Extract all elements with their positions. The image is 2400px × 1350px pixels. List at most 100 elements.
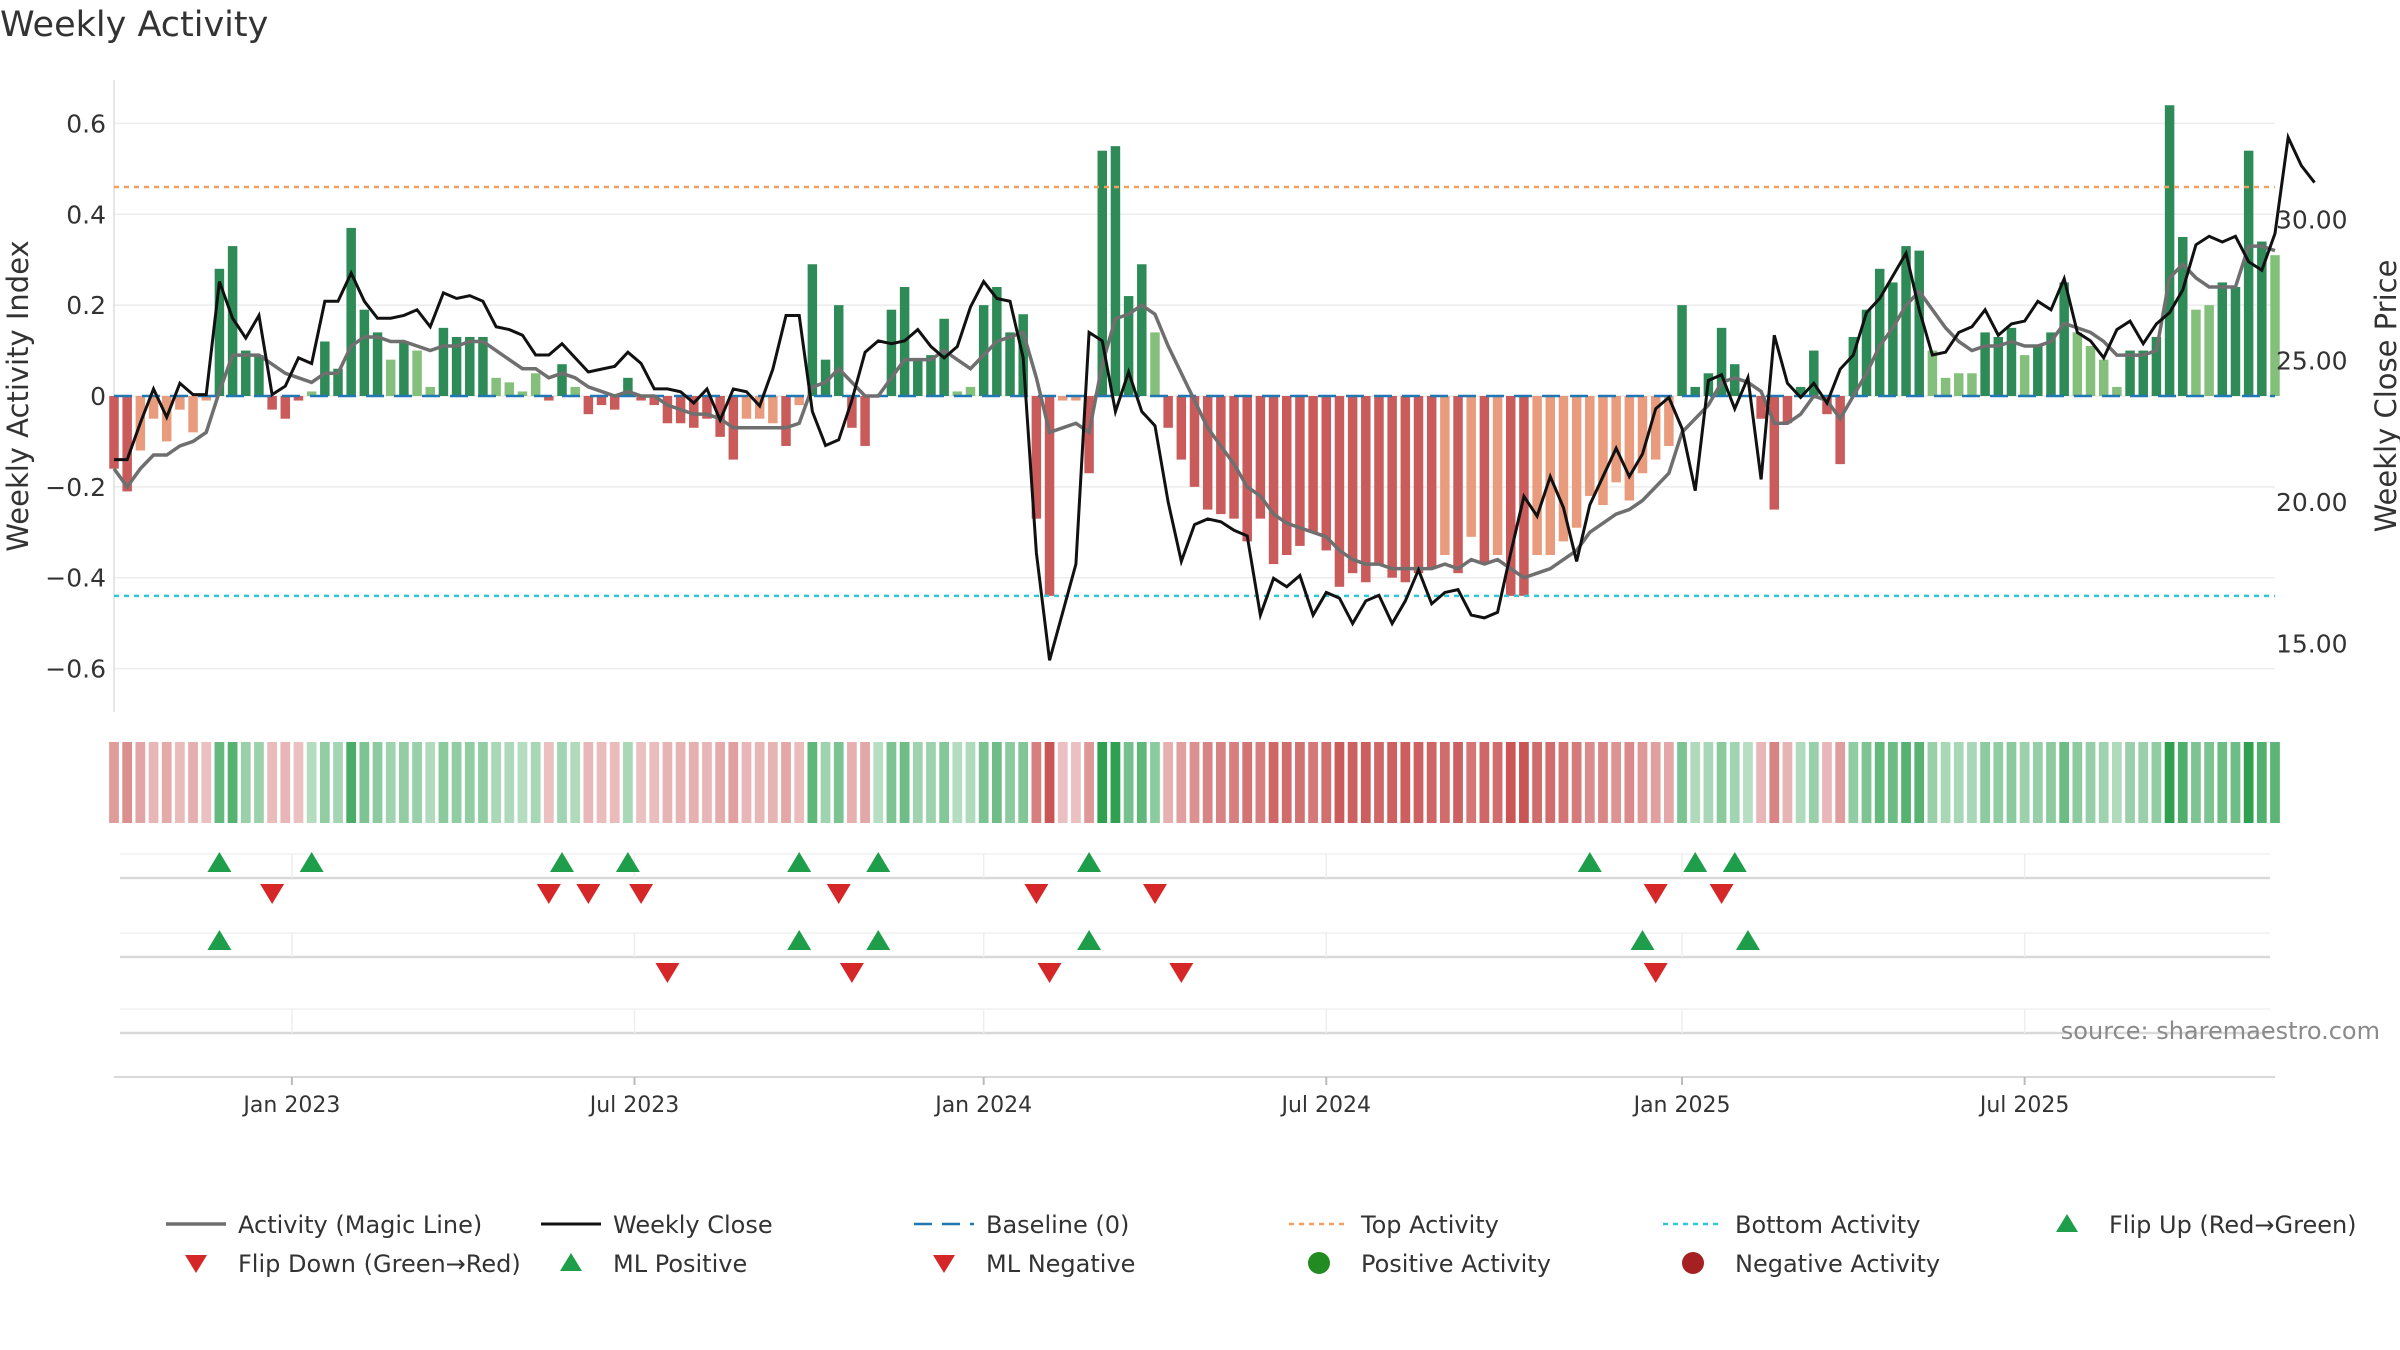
y-tick-label: −0.4 <box>45 564 106 593</box>
x-tick-label: Jan 2024 <box>933 1093 1032 1118</box>
heat-cell <box>425 742 436 823</box>
activity-bar <box>1730 364 1740 396</box>
heat-cell <box>1861 742 1872 823</box>
heat-cell <box>2177 742 2188 823</box>
signal-markers <box>120 852 2270 1035</box>
x-tick-label: Jul 2024 <box>1280 1093 1372 1118</box>
activity-bar <box>2059 282 2069 396</box>
activity-bar <box>465 336 475 396</box>
activity-bar <box>1123 296 1134 396</box>
activity-bar <box>570 386 580 396</box>
activity-bars <box>109 105 2280 596</box>
heat-cell <box>899 742 910 823</box>
heat-cell <box>583 742 594 823</box>
activity-bar <box>214 268 225 396</box>
heat-cell <box>1229 742 1239 823</box>
legend-label: ML Negative <box>986 1250 1135 1278</box>
activity-bar <box>820 359 831 396</box>
activity-bar <box>886 309 897 396</box>
legend-swatch <box>1682 1252 1704 1274</box>
legend-label: ML Positive <box>613 1250 747 1278</box>
legend-swatch <box>560 1253 582 1271</box>
activity-bar <box>1137 264 1147 396</box>
heat-cell <box>860 742 870 823</box>
activity-bar <box>768 396 778 424</box>
legend-label: Weekly Close <box>613 1211 773 1239</box>
heat-cell <box>1901 742 1911 823</box>
activity-bar <box>1585 396 1595 496</box>
heat-cell <box>2098 742 2109 823</box>
heat-cell <box>293 742 304 823</box>
activity-bar <box>1361 396 1371 583</box>
flip-down-marker <box>1142 884 1167 904</box>
heat-cell <box>254 742 264 823</box>
heat-cell <box>1426 742 1437 823</box>
heat-cell <box>636 742 646 823</box>
weekly-close-line <box>114 132 2316 661</box>
activity-bar <box>451 336 462 396</box>
ml-negative-marker <box>655 963 680 983</box>
heat-cell <box>2270 742 2280 823</box>
heat-cell <box>1953 742 1964 823</box>
y-tick-label: −0.2 <box>45 473 106 502</box>
flip-up-marker <box>1077 852 1102 872</box>
activity-bar <box>557 364 567 396</box>
activity-bar <box>1321 396 1332 551</box>
heat-cell <box>385 742 396 823</box>
heat-cell <box>1110 742 1121 823</box>
activity-bar <box>2085 346 2096 396</box>
heat-cell <box>2085 742 2096 823</box>
activity-bar <box>359 309 370 396</box>
activity-bar <box>122 396 132 492</box>
activity-bar <box>978 305 989 396</box>
y-tick-label: −0.6 <box>45 655 106 684</box>
heat-cell <box>1044 742 1055 823</box>
legend-item: Baseline (0) <box>914 1211 1129 1239</box>
heat-cell <box>1400 742 1411 823</box>
activity-bar <box>1479 396 1490 565</box>
activity-bar <box>438 327 449 396</box>
heat-cell <box>1519 742 1529 823</box>
activity-bar <box>1044 396 1055 596</box>
heat-cell <box>1690 742 1701 823</box>
flip-down-marker <box>260 884 285 904</box>
activity-bar <box>1927 350 1938 396</box>
heat-cell <box>728 742 739 823</box>
heat-cell <box>1281 742 1292 823</box>
ml-negative-marker <box>1037 963 1062 983</box>
heat-cell <box>2006 742 2017 823</box>
heat-cell <box>2243 742 2254 823</box>
heat-cell <box>1031 742 1042 823</box>
chart-title: Weekly Activity <box>0 5 268 45</box>
y-tick-label-right: 25.00 <box>2276 347 2348 376</box>
heat-cell <box>688 742 699 823</box>
activity-heat-strip <box>109 742 2280 823</box>
heat-cell <box>794 742 805 823</box>
activity-bar <box>1611 396 1621 483</box>
heat-cell <box>1295 742 1305 823</box>
heat-cell <box>201 742 212 823</box>
heat-cell <box>1163 742 1174 823</box>
activity-bar <box>1848 336 1859 396</box>
flip-down-marker <box>826 884 851 904</box>
heat-cell <box>965 742 976 823</box>
activity-bar <box>2006 327 2017 396</box>
heat-cell <box>1150 742 1160 823</box>
activity-bar <box>1071 396 1081 401</box>
heat-cell <box>1057 742 1068 823</box>
activity-bar <box>1347 396 1358 574</box>
heat-cell <box>847 742 857 823</box>
activity-bar <box>1624 396 1635 501</box>
heat-cell <box>1084 742 1094 823</box>
heat-cell <box>649 742 660 823</box>
activity-bar <box>1901 246 1911 396</box>
heat-cell <box>2059 742 2070 823</box>
activity-bar <box>1387 396 1397 578</box>
activity-bar <box>2046 332 2056 396</box>
activity-bar <box>1874 268 1885 396</box>
activity-bar <box>1492 396 1503 555</box>
heat-cell <box>2151 742 2162 823</box>
heat-cell <box>1071 742 1081 823</box>
heat-cell <box>715 742 726 823</box>
legend-label: Negative Activity <box>1735 1250 1940 1278</box>
